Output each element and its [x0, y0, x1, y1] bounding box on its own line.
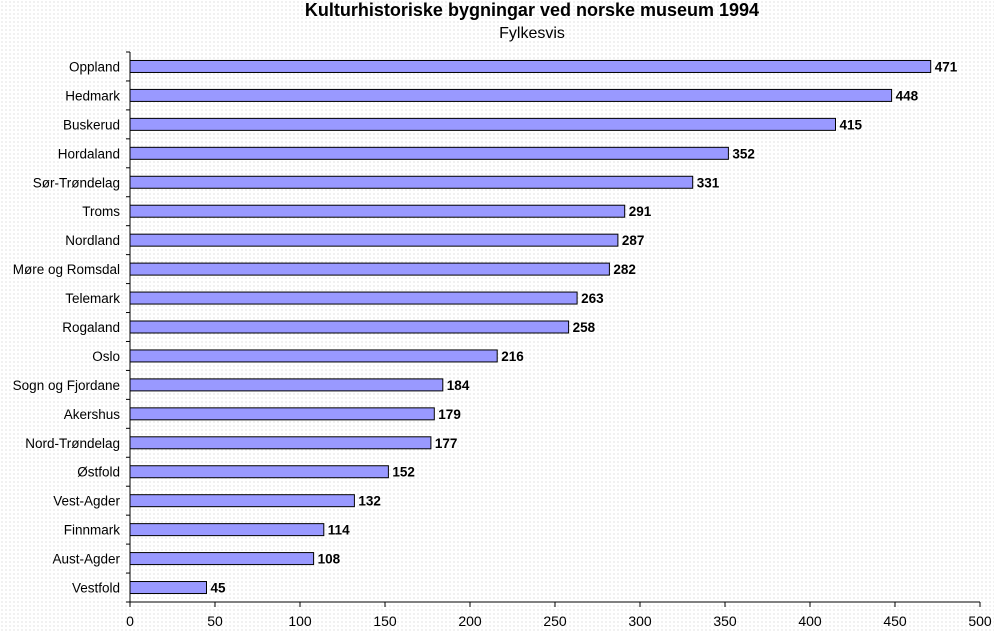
category-label: Oppland	[69, 59, 120, 74]
category-label: Hedmark	[65, 88, 120, 103]
category-label: Nordland	[65, 233, 120, 248]
category-label: Oslo	[92, 349, 120, 364]
x-tick-label: 250	[543, 613, 567, 629]
data-label: 258	[573, 320, 596, 335]
category-label: Buskerud	[63, 117, 120, 132]
category-label: Vestfold	[72, 581, 120, 596]
category-label: Vest-Agder	[53, 494, 120, 509]
bar	[129, 117, 836, 131]
bar	[129, 291, 578, 305]
category-label: Hordaland	[58, 146, 120, 161]
x-tick-label: 50	[207, 613, 223, 629]
x-tick-label: 350	[713, 613, 737, 629]
plot-area: 0 50 100 150 200 250 300 350 400 450 500 Oppland 471…	[13, 51, 992, 629]
bar	[129, 59, 932, 73]
data-label: 291	[629, 204, 652, 219]
category-label: Sogn og Fjordane	[13, 378, 120, 393]
data-label: 415	[840, 117, 863, 132]
category-label: Rogaland	[62, 320, 120, 335]
data-label: 152	[392, 465, 415, 480]
category-label: Troms	[82, 204, 120, 219]
data-label: 114	[328, 523, 350, 538]
bar	[129, 204, 626, 218]
bar	[129, 175, 694, 189]
bar	[129, 262, 610, 276]
data-label: 184	[447, 378, 470, 393]
category-label: Sør-Trøndelag	[33, 175, 120, 190]
bar	[129, 465, 389, 479]
bar	[129, 349, 498, 363]
category-label: Aust-Agder	[52, 552, 120, 567]
data-label: 216	[501, 349, 524, 364]
data-label: 108	[318, 552, 341, 567]
category-label: Møre og Romsdal	[13, 262, 120, 277]
category-label: Nord-Trøndelag	[25, 436, 120, 451]
bar	[129, 378, 444, 392]
x-tick-label: 0	[126, 613, 134, 629]
data-label: 263	[581, 291, 604, 306]
chart-title: Kulturhistoriske bygningar ved norske mu…	[305, 0, 759, 20]
x-tick-label: 500	[968, 613, 992, 629]
category-label: Akershus	[64, 407, 121, 422]
category-label: Østfold	[77, 465, 120, 480]
x-tick-label: 200	[458, 613, 482, 629]
x-tick-label: 450	[883, 613, 907, 629]
chart-subtitle: Fylkesvis	[499, 25, 565, 42]
bar	[129, 407, 435, 421]
bar	[129, 88, 893, 102]
bar	[129, 494, 355, 508]
data-label: 471	[935, 59, 958, 74]
x-tick-label: 300	[628, 613, 652, 629]
bar	[129, 552, 315, 566]
bar	[129, 233, 619, 247]
data-label: 282	[613, 262, 636, 277]
bar	[129, 581, 207, 595]
data-label: 179	[438, 407, 461, 422]
x-tick-label: 400	[798, 613, 822, 629]
data-label: 45	[211, 581, 227, 596]
bar	[129, 320, 570, 334]
data-label: 177	[435, 436, 458, 451]
category-label: Finnmark	[64, 523, 121, 538]
bar	[129, 146, 729, 160]
bar	[129, 523, 325, 537]
data-label: 132	[358, 494, 381, 509]
data-label: 331	[697, 175, 720, 190]
x-tick-label: 150	[373, 613, 397, 629]
bar	[129, 436, 432, 450]
data-label: 448	[896, 88, 919, 103]
category-label: Telemark	[65, 291, 120, 306]
data-label: 352	[732, 146, 755, 161]
x-tick-label: 100	[288, 613, 312, 629]
data-label: 287	[622, 233, 645, 248]
